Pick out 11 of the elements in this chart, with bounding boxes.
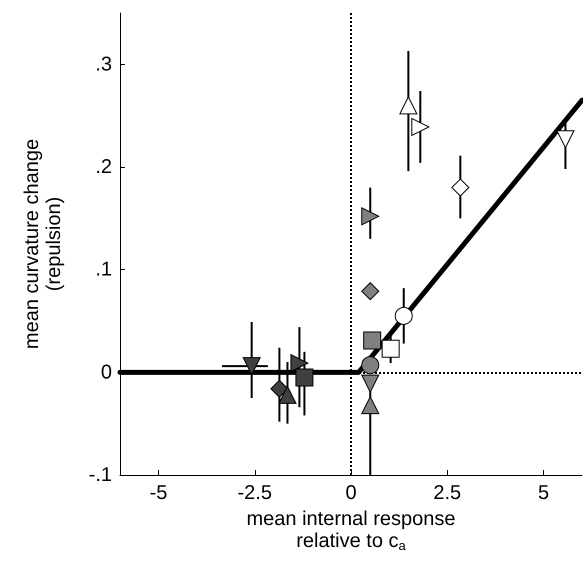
y-tick-label: 0 [100, 361, 112, 384]
y-axis-title: mean curvature change (repulsion) [21, 138, 65, 350]
y-tick-label: .1 [95, 258, 112, 281]
x-tick-label: 5 [538, 482, 550, 504]
x-tick-label: 0 [345, 482, 357, 504]
x-tick-label: 2.5 [433, 482, 462, 504]
y-tick-label: .3 [95, 53, 112, 76]
x-tick-label: -2.5 [238, 482, 272, 504]
y-tick-label: .2 [95, 156, 112, 178]
y-tick-label: -.1 [88, 464, 112, 486]
x-tick-label: -5 [150, 482, 168, 504]
